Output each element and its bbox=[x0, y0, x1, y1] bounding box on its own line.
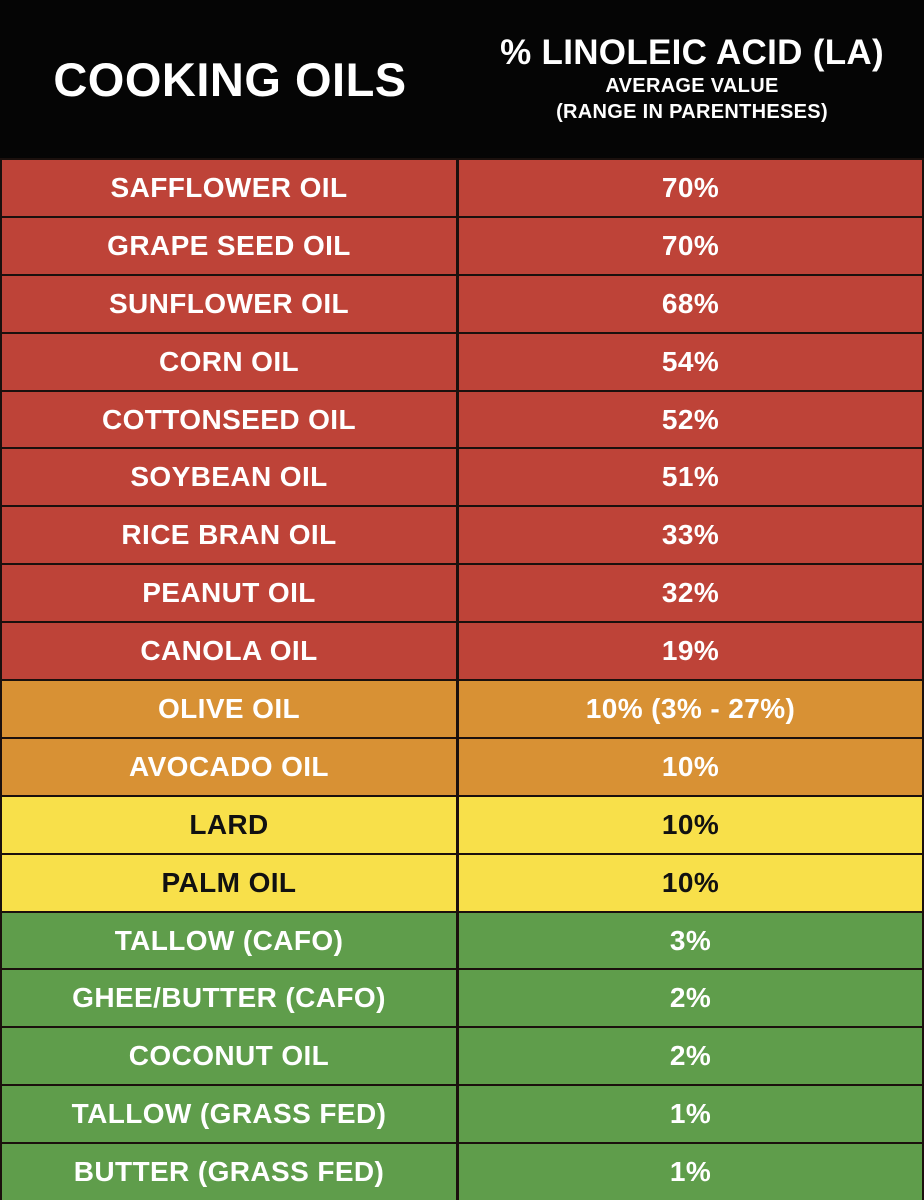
oil-name-cell: RICE BRAN OIL bbox=[2, 507, 459, 564]
table-row: PALM OIL 10% bbox=[2, 852, 922, 911]
table-row: SOYBEAN OIL 51% bbox=[2, 447, 922, 506]
oil-name-cell: GRAPE SEED OIL bbox=[2, 217, 459, 274]
oil-name-cell: SAFFLOWER OIL bbox=[2, 160, 459, 216]
oil-name-cell: COCONUT OIL bbox=[2, 1028, 459, 1085]
table-row: BUTTER (GRASS FED) 1% bbox=[2, 1142, 922, 1200]
oil-name-cell: SOYBEAN OIL bbox=[2, 449, 459, 506]
la-value-cell: 10% bbox=[661, 750, 720, 782]
la-value-cell: 70% bbox=[661, 171, 720, 203]
la-value-cell: 52% bbox=[661, 403, 720, 435]
la-value-cell: 2% bbox=[669, 1040, 712, 1072]
table-row: TALLOW (GRASS FED) 1% bbox=[2, 1084, 922, 1143]
table-row: LARD 10% bbox=[2, 794, 922, 853]
la-value-cell: 10% bbox=[661, 866, 720, 898]
table-row: COTTONSEED OIL 52% bbox=[2, 389, 922, 448]
oil-name-cell: CORN OIL bbox=[2, 333, 459, 390]
oil-name-cell: CANOLA OIL bbox=[2, 623, 459, 680]
header-col-oils: COOKING OILS bbox=[0, 0, 460, 158]
oil-name-cell: LARD bbox=[2, 796, 459, 853]
la-value-cell: 19% bbox=[661, 635, 720, 667]
la-value-cell: 1% bbox=[669, 1156, 712, 1188]
la-column-subtitle-average: AVERAGE VALUE bbox=[605, 75, 779, 98]
oil-name-cell: OLIVE OIL bbox=[2, 681, 459, 737]
oil-name-cell: BUTTER (GRASS FED) bbox=[2, 1144, 459, 1200]
la-value-cell: 33% bbox=[661, 519, 720, 551]
oil-name-cell: COTTONSEED OIL bbox=[2, 391, 459, 448]
table-row: RICE BRAN OIL 33% bbox=[2, 505, 922, 564]
table-row: SUNFLOWER OIL 68% bbox=[2, 273, 922, 332]
table-row: GHEE/BUTTER (CAFO) 2% bbox=[2, 968, 922, 1027]
la-value-cell: 51% bbox=[661, 461, 720, 493]
table-row: GRAPE SEED OIL 70% bbox=[2, 215, 922, 274]
la-value-cell: 2% bbox=[669, 982, 712, 1014]
oil-name-cell: PALM OIL bbox=[2, 854, 459, 911]
table-row: PEANUT OIL 32% bbox=[2, 563, 922, 622]
la-column-title: % LINOLEIC ACID (LA) bbox=[500, 32, 884, 72]
table-body: SAFFLOWER OIL 70% GRAPE SEED OIL 70% SUN… bbox=[0, 158, 924, 1200]
oil-name-cell: AVOCADO OIL bbox=[2, 738, 459, 795]
la-value-cell: 68% bbox=[661, 287, 720, 319]
table-row: COCONUT OIL 2% bbox=[2, 1026, 922, 1085]
la-value-cell: 70% bbox=[661, 229, 720, 261]
la-value-cell: 54% bbox=[661, 345, 720, 377]
oil-name-cell: PEANUT OIL bbox=[2, 565, 459, 622]
table-row: CANOLA OIL 19% bbox=[2, 621, 922, 680]
table-row: OLIVE OIL 10% (3% - 27%) bbox=[2, 679, 922, 737]
page-title: COOKING OILS bbox=[53, 52, 407, 106]
la-value-cell: 3% bbox=[669, 924, 712, 956]
oil-name-cell: GHEE/BUTTER (CAFO) bbox=[2, 970, 459, 1027]
oil-name-cell: TALLOW (GRASS FED) bbox=[2, 1086, 459, 1143]
table-row: TALLOW (CAFO) 3% bbox=[2, 910, 922, 969]
la-value-cell: 10% bbox=[661, 808, 720, 840]
table-header: COOKING OILS % LINOLEIC ACID (LA) AVERAG… bbox=[0, 0, 924, 158]
oil-name-cell: SUNFLOWER OIL bbox=[2, 275, 459, 332]
la-value-cell: 1% bbox=[669, 1098, 712, 1130]
header-col-la: % LINOLEIC ACID (LA) AVERAGE VALUE (RANG… bbox=[460, 0, 924, 158]
oil-name-cell: TALLOW (CAFO) bbox=[2, 912, 459, 969]
table-row: SAFFLOWER OIL 70% bbox=[2, 158, 922, 216]
table-row: CORN OIL 54% bbox=[2, 331, 922, 390]
la-value-cell: 32% bbox=[661, 577, 720, 609]
la-value-cell: 10% (3% - 27%) bbox=[585, 692, 796, 724]
table-row: AVOCADO OIL 10% bbox=[2, 736, 922, 795]
la-column-subtitle-range: (RANGE IN PARENTHESES) bbox=[556, 101, 828, 124]
